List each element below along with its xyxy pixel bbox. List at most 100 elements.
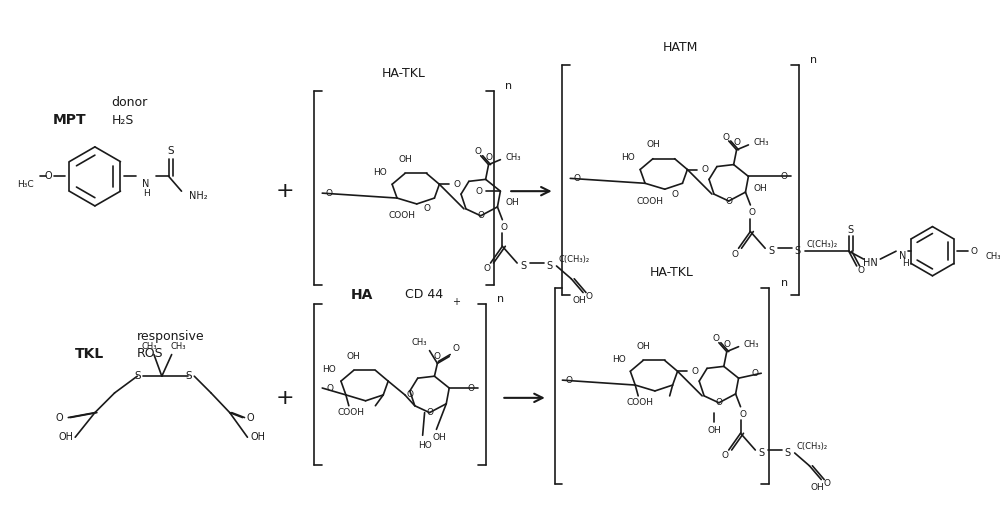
Text: S: S <box>185 371 192 381</box>
Text: O: O <box>712 334 719 343</box>
Text: H₂S: H₂S <box>112 114 134 127</box>
Text: O: O <box>565 375 572 384</box>
Text: NH₂: NH₂ <box>189 191 208 201</box>
Text: O: O <box>434 352 441 361</box>
Text: n: n <box>497 295 505 305</box>
Text: O: O <box>701 165 708 174</box>
Text: N: N <box>142 180 150 189</box>
Text: CH₃: CH₃ <box>505 153 521 162</box>
Text: n: n <box>810 55 818 65</box>
Text: +: + <box>276 388 294 408</box>
Text: +: + <box>276 181 294 201</box>
Text: O: O <box>725 196 732 205</box>
Text: CD 44: CD 44 <box>405 288 443 301</box>
Text: O: O <box>731 250 738 259</box>
Text: C(CH₃)₂: C(CH₃)₂ <box>797 441 828 450</box>
Text: n: n <box>505 81 512 91</box>
Text: ROS: ROS <box>137 347 164 360</box>
Text: O: O <box>671 190 678 199</box>
Text: CH₃: CH₃ <box>753 138 769 147</box>
Text: OH: OH <box>347 352 361 361</box>
Text: O: O <box>715 398 722 407</box>
Text: H: H <box>903 259 909 268</box>
Text: C(CH₃)₂: C(CH₃)₂ <box>558 254 590 263</box>
Text: OH: OH <box>432 433 446 442</box>
Text: CH₃: CH₃ <box>411 338 427 347</box>
Text: H₃C: H₃C <box>17 180 34 189</box>
Text: S: S <box>520 261 526 271</box>
Text: S: S <box>758 448 764 458</box>
Text: O: O <box>824 479 831 488</box>
Text: HO: HO <box>373 168 387 177</box>
Text: OH: OH <box>572 296 586 305</box>
Text: O: O <box>857 267 864 276</box>
Text: CH₃: CH₃ <box>171 342 186 351</box>
Text: CH₃: CH₃ <box>141 342 157 351</box>
Text: C(CH₃)₂: C(CH₃)₂ <box>806 240 838 249</box>
Text: +: + <box>452 297 460 307</box>
Text: O: O <box>722 133 729 142</box>
Text: donor: donor <box>112 96 148 109</box>
Text: OH: OH <box>810 483 824 492</box>
Text: O: O <box>325 188 332 197</box>
Text: HO: HO <box>418 440 431 450</box>
Text: S: S <box>848 224 854 234</box>
Text: N: N <box>899 251 907 261</box>
Text: OH: OH <box>636 342 650 351</box>
Text: OH: OH <box>505 199 519 208</box>
Text: O: O <box>585 292 592 301</box>
Text: COOH: COOH <box>636 196 663 205</box>
Text: OH: OH <box>646 140 660 149</box>
Text: O: O <box>56 412 63 422</box>
Text: O: O <box>970 247 977 256</box>
Text: CH₃: CH₃ <box>986 252 1000 261</box>
Text: HA: HA <box>351 288 373 301</box>
Text: n: n <box>781 278 788 288</box>
Text: HO: HO <box>621 153 635 162</box>
Text: responsive: responsive <box>137 331 205 343</box>
Text: O: O <box>721 451 728 460</box>
Text: H: H <box>143 188 149 197</box>
Text: OH: OH <box>250 432 265 442</box>
Text: O: O <box>453 180 460 189</box>
Text: HA-TKL: HA-TKL <box>650 266 694 279</box>
Text: OH: OH <box>753 184 767 193</box>
Text: O: O <box>781 172 788 181</box>
Text: O: O <box>477 211 484 220</box>
Text: O: O <box>501 223 508 232</box>
Text: O: O <box>691 367 698 376</box>
Text: O: O <box>739 410 746 419</box>
Text: S: S <box>785 448 791 458</box>
Text: S: S <box>547 261 553 271</box>
Text: S: S <box>167 146 174 156</box>
Text: CH₃: CH₃ <box>743 340 759 349</box>
Text: HA-TKL: HA-TKL <box>382 67 426 80</box>
Text: O: O <box>476 187 483 196</box>
Text: O: O <box>468 383 475 392</box>
Text: OH: OH <box>707 426 721 435</box>
Text: O: O <box>483 265 490 274</box>
Text: S: S <box>768 246 774 256</box>
Text: O: O <box>749 209 756 218</box>
Text: TKL: TKL <box>75 346 104 361</box>
Text: COOH: COOH <box>337 408 364 417</box>
Text: COOH: COOH <box>627 398 654 407</box>
Text: O: O <box>485 153 492 162</box>
Text: O: O <box>426 408 433 417</box>
Text: OH: OH <box>398 155 412 164</box>
Text: O: O <box>723 340 730 349</box>
Text: S: S <box>795 246 801 256</box>
Text: OH: OH <box>58 432 73 442</box>
Text: MPT: MPT <box>53 114 86 127</box>
Text: O: O <box>573 174 580 183</box>
Text: O: O <box>452 344 459 353</box>
Text: HATM: HATM <box>663 41 698 54</box>
Text: O: O <box>751 369 758 378</box>
Text: HO: HO <box>322 365 336 374</box>
Text: O: O <box>45 172 52 182</box>
Text: S: S <box>134 371 141 381</box>
Text: HN: HN <box>863 258 878 268</box>
Text: HO: HO <box>612 355 625 364</box>
Text: O: O <box>407 390 414 399</box>
Text: COOH: COOH <box>388 211 415 220</box>
